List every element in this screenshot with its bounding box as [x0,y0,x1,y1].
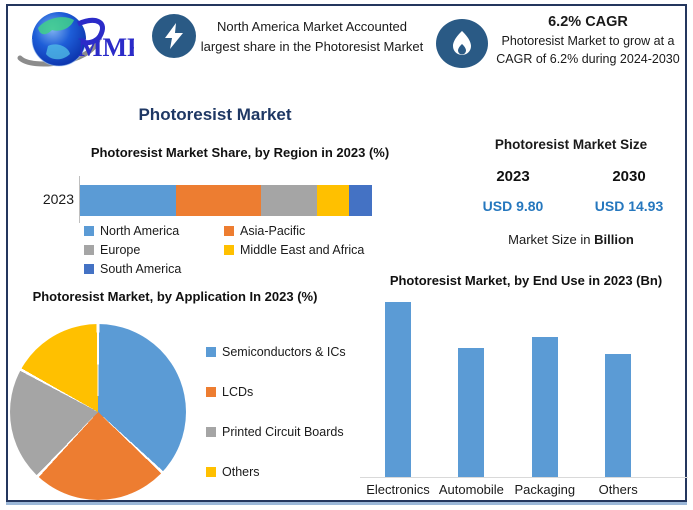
cagr-block: 6.2% CAGR Photoresist Market to grow at … [490,14,686,68]
region-chart-title: Photoresist Market Share, by Region in 2… [90,145,390,160]
legend-item: LCDs [206,385,346,399]
logo-text: MMR [78,33,134,62]
legend-label: LCDs [222,385,254,399]
bar-packaging [531,337,558,477]
legend-swatch [84,264,94,274]
market-size-years: 2023 2030 [455,168,687,185]
legend-item: Printed Circuit Boards [206,425,346,439]
stacked-segment-middle-east-and-africa [316,185,349,216]
stacked-segment-europe [261,185,317,216]
market-size-year-right: 2030 [612,168,646,185]
bar-electronics [385,302,411,477]
legend-item: Asia-Pacific [224,224,394,238]
region-chart-axis-line [79,176,80,223]
region-chart-legend: North America Asia-Pacific Europe Middle Ea… [84,224,394,276]
legend-swatch [206,467,216,477]
enduse-bar-plot [360,290,688,478]
market-size-note: Market Size in Billion [455,232,687,247]
legend-label: Europe [100,243,141,257]
legend-item: North America [84,224,224,238]
market-size-title: Photoresist Market Size [494,137,648,152]
market-size-note-bold: Billion [594,232,634,247]
legend-item: Semiconductors & ICs [206,345,346,359]
stacked-segment-north-america [80,185,177,216]
bar-others [605,354,632,477]
market-size-value-right: USD 14.93 [594,198,664,214]
bar-category-label: Automobile [438,482,504,497]
enduse-bar-title: Photoresist Market, by End Use in 2023 (… [389,273,663,288]
legend-label: Asia-Pacific [240,224,306,238]
bar-automobile [458,348,485,477]
bar-category-label: Others [598,482,638,497]
legend-swatch [84,226,94,236]
logo-blue-swoosh [76,18,105,46]
market-size-values: USD 9.80 USD 14.93 [455,198,687,214]
legend-swatch [84,245,94,255]
application-pie-legend: Semiconductors & ICs LCDs Printed Circuit … [206,345,346,479]
globe-icon [31,12,87,67]
cagr-title: 6.2% CAGR [548,14,628,30]
mmr-logo: MMR [17,12,134,67]
market-size-note-prefix: Market Size in [508,232,595,247]
highlight-text: North America Market Accounted largest s… [200,19,424,54]
market-size-year-left: 2023 [496,168,530,185]
page-title: Photoresist Market [138,105,292,124]
legend-item: Europe [84,243,224,257]
region-chart-category-label: 2023 [42,191,74,207]
legend-label: South America [100,262,182,276]
application-pie-title: Photoresist Market, by Application In 20… [32,289,318,304]
cagr-text: Photoresist Market to grow at a CAGR of … [496,34,680,67]
region-stacked-bar [80,185,372,216]
legend-swatch [224,226,234,236]
legend-swatch [224,245,234,255]
stacked-segment-asia-pacific [176,185,262,216]
flame-icon [436,19,488,68]
legend-item: Middle East and Africa [224,243,394,257]
legend-swatch [206,347,216,357]
legend-label: Middle East and Africa [240,243,365,257]
legend-label: North America [100,224,180,238]
stacked-segment-south-america [348,185,372,216]
legend-item: South America [84,262,224,276]
legend-item: Others [206,465,346,479]
legend-swatch [206,427,216,437]
market-size-value-left: USD 9.80 [482,198,544,214]
legend-label: Others [222,465,260,479]
legend-label: Printed Circuit Boards [222,425,344,439]
legend-swatch [206,387,216,397]
bar-category-label: Electronics [366,482,430,497]
application-pie [10,324,186,500]
lightning-icon [152,14,196,58]
bar-category-label: Packaging [514,482,576,497]
legend-label: Semiconductors & ICs [222,345,346,359]
